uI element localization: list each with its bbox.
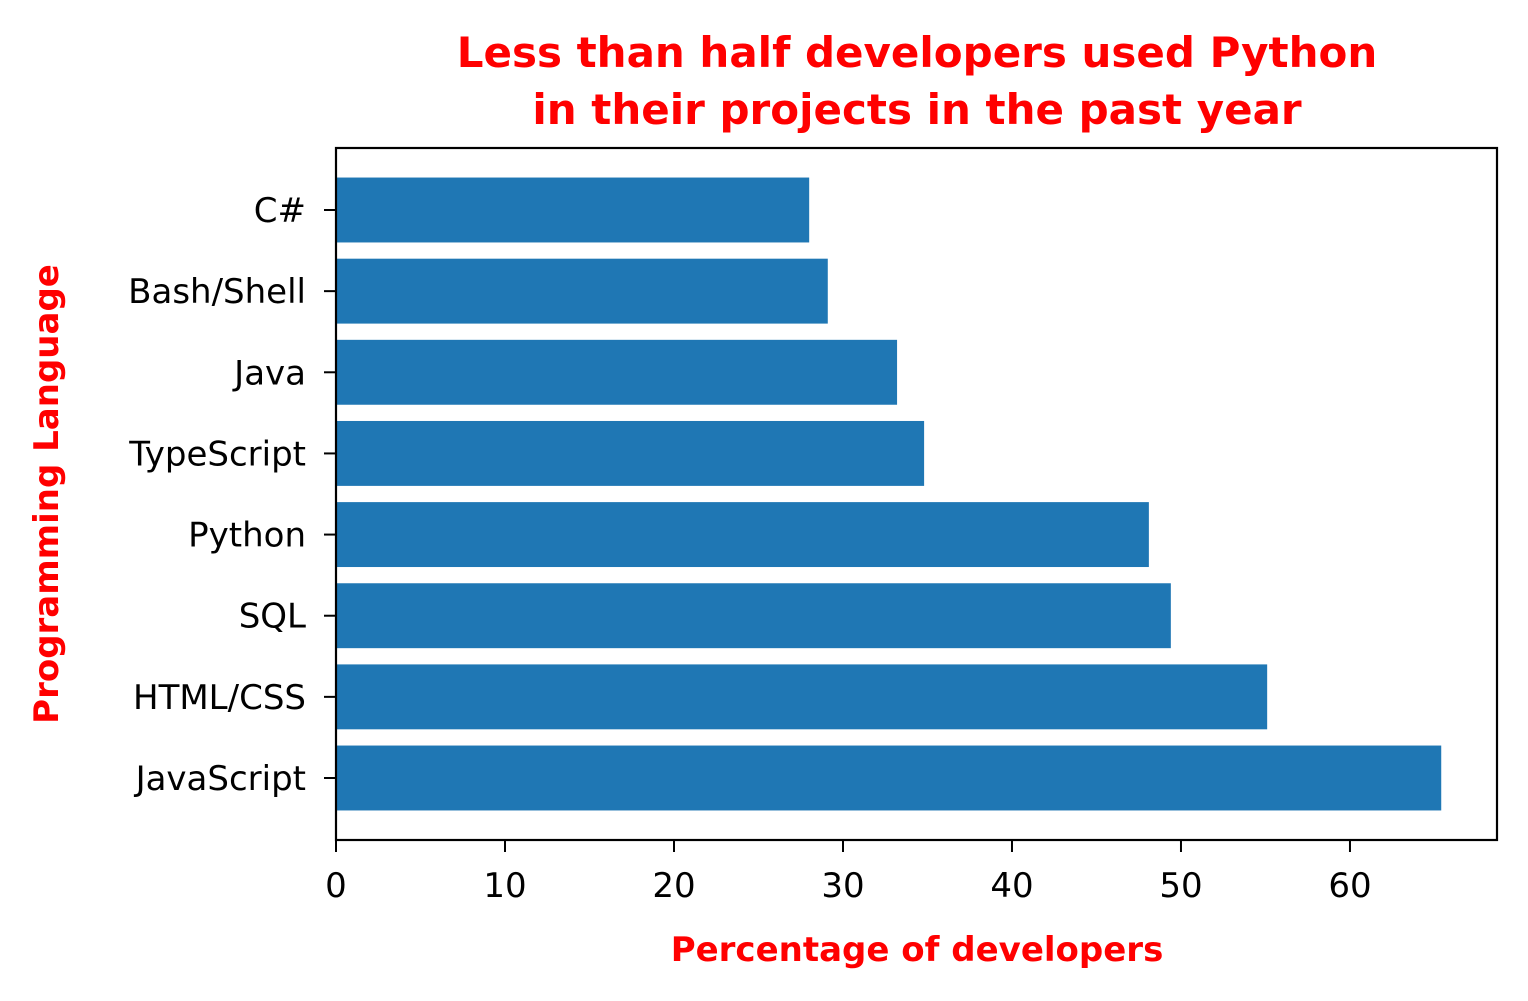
chart-title-line-2: in their projects in the past year xyxy=(532,85,1302,134)
x-tick-label: 20 xyxy=(652,866,695,906)
bar-c xyxy=(336,177,810,243)
y-axis-title: Programming Language xyxy=(27,264,67,724)
x-tick-label: 40 xyxy=(990,866,1033,906)
bar-javascript xyxy=(336,745,1442,811)
x-tick-label: 60 xyxy=(1328,866,1371,906)
y-tick-label: TypeScript xyxy=(128,434,306,474)
bars-group xyxy=(336,177,1442,811)
bar-typescript xyxy=(336,420,925,486)
y-tick-label: Bash/Shell xyxy=(128,272,306,312)
x-tick-label: 50 xyxy=(1159,866,1202,906)
plot-frame xyxy=(334,146,1499,842)
x-tick-label: 30 xyxy=(821,866,864,906)
y-tick-label: Java xyxy=(232,353,306,393)
x-axis-title: Percentage of developers xyxy=(671,930,1164,970)
bar-java xyxy=(336,339,898,405)
bar-bash-shell xyxy=(336,258,828,324)
bar-html-css xyxy=(336,664,1268,730)
chart-title-line-1: Less than half developers used Python xyxy=(457,28,1378,77)
y-tick-label: Python xyxy=(188,516,306,556)
y-axis-ticks: JavaScript HTML/CSS SQL Python TypeScript Jav… xyxy=(128,191,336,799)
x-tick-label: 10 xyxy=(483,866,526,906)
y-tick-label: C# xyxy=(254,191,306,231)
x-axis-ticks: 0 10 20 30 40 50 60 xyxy=(325,840,1372,906)
bar-python xyxy=(336,502,1149,568)
y-tick-label: HTML/CSS xyxy=(133,678,306,718)
bar-sql xyxy=(336,583,1171,649)
y-tick-label: SQL xyxy=(239,597,306,637)
x-tick-label: 0 xyxy=(325,866,347,906)
y-tick-label: JavaScript xyxy=(134,759,306,799)
